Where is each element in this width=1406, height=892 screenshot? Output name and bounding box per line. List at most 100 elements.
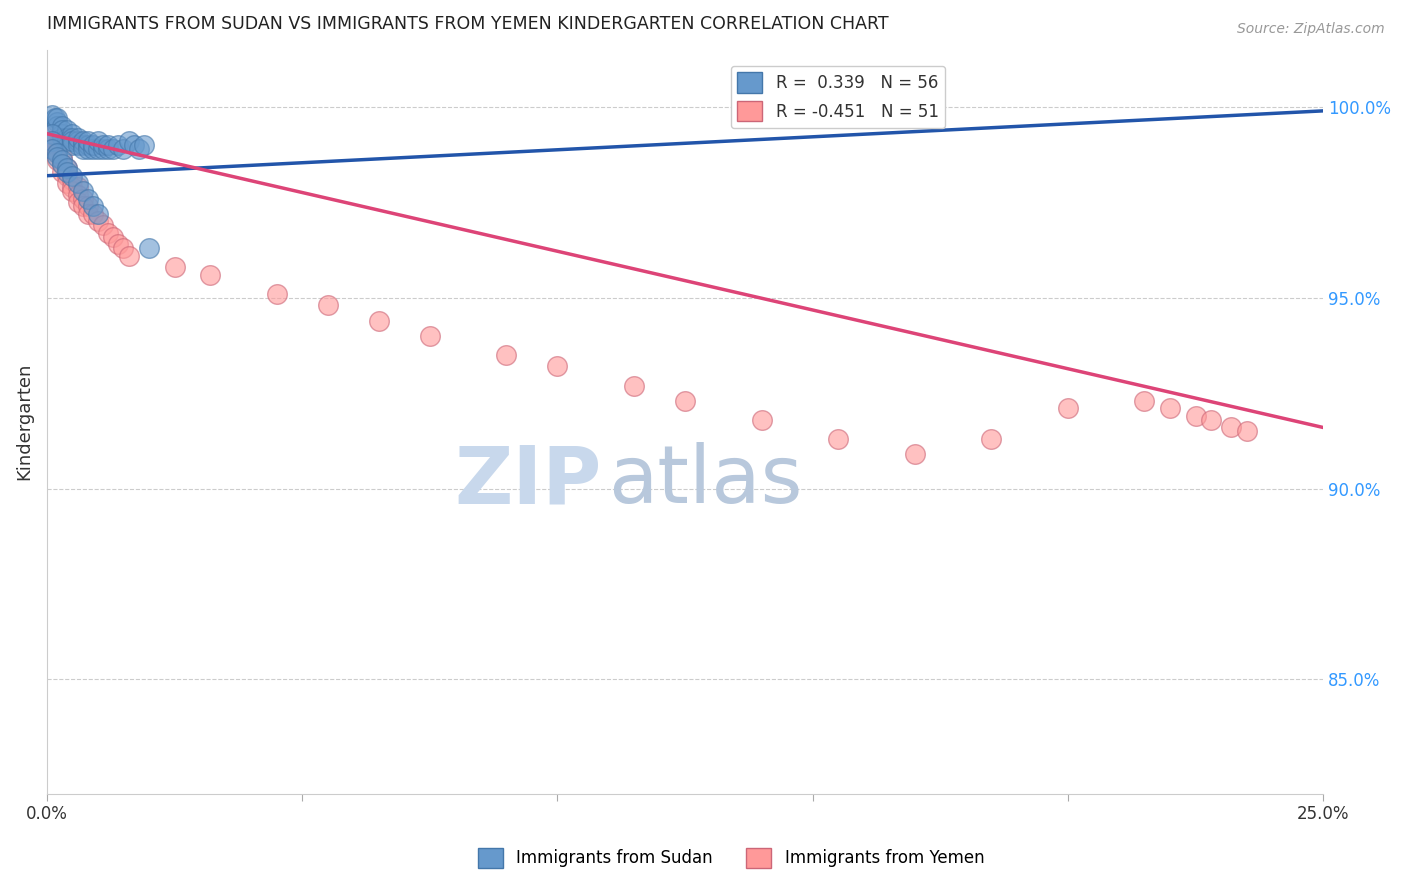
Point — [46, 119, 69, 133]
Point — [76, 138, 98, 153]
Point — [904, 447, 927, 461]
Point — [87, 207, 110, 221]
Point — [66, 135, 89, 149]
Point — [107, 138, 129, 153]
Point — [51, 157, 73, 171]
Point — [62, 180, 84, 194]
Point — [46, 145, 69, 160]
Point — [1220, 420, 1243, 434]
Point — [82, 142, 104, 156]
Point — [1159, 401, 1181, 416]
Point — [419, 329, 441, 343]
Point — [1184, 409, 1206, 423]
Point — [62, 184, 84, 198]
Point — [56, 130, 79, 145]
Point — [163, 260, 186, 275]
Point — [76, 199, 98, 213]
Y-axis label: Kindergarten: Kindergarten — [15, 363, 32, 481]
Point — [51, 127, 73, 141]
Point — [117, 249, 139, 263]
Point — [62, 127, 84, 141]
Point — [76, 207, 98, 221]
Point — [66, 187, 89, 202]
Point — [103, 229, 125, 244]
Point — [200, 268, 222, 282]
Point — [62, 172, 84, 186]
Point — [87, 214, 110, 228]
Point — [1199, 413, 1222, 427]
Point — [62, 130, 84, 145]
Point — [72, 135, 94, 149]
Point — [51, 119, 73, 133]
Point — [46, 138, 69, 153]
Point — [128, 142, 150, 156]
Point — [41, 127, 63, 141]
Point — [673, 393, 696, 408]
Text: atlas: atlas — [609, 442, 803, 520]
Point — [76, 135, 98, 149]
Point — [72, 142, 94, 156]
Legend: R =  0.339   N = 56, R = -0.451   N = 51: R = 0.339 N = 56, R = -0.451 N = 51 — [731, 66, 945, 128]
Point — [138, 241, 160, 255]
Point — [316, 298, 339, 312]
Point — [117, 135, 139, 149]
Point — [41, 142, 63, 156]
Point — [97, 226, 120, 240]
Point — [66, 177, 89, 191]
Point — [72, 199, 94, 213]
Point — [827, 432, 849, 446]
Point — [623, 378, 645, 392]
Point — [66, 138, 89, 153]
Point — [112, 142, 135, 156]
Text: IMMIGRANTS FROM SUDAN VS IMMIGRANTS FROM YEMEN KINDERGARTEN CORRELATION CHART: IMMIGRANTS FROM SUDAN VS IMMIGRANTS FROM… — [46, 15, 889, 33]
Point — [87, 142, 110, 156]
Point — [66, 195, 89, 210]
Point — [62, 135, 84, 149]
Point — [56, 165, 79, 179]
Point — [41, 127, 63, 141]
Point — [56, 161, 79, 175]
Point — [132, 138, 155, 153]
Point — [41, 108, 63, 122]
Point — [56, 169, 79, 183]
Point — [41, 135, 63, 149]
Point — [56, 161, 79, 175]
Point — [76, 192, 98, 206]
Point — [82, 199, 104, 213]
Point — [72, 192, 94, 206]
Point — [495, 348, 517, 362]
Point — [56, 135, 79, 149]
Point — [56, 123, 79, 137]
Point — [51, 153, 73, 168]
Point — [112, 241, 135, 255]
Point — [107, 237, 129, 252]
Point — [62, 169, 84, 183]
Point — [91, 219, 114, 233]
Point — [266, 287, 288, 301]
Point — [82, 138, 104, 153]
Point — [91, 138, 114, 153]
Point — [41, 142, 63, 156]
Point — [1133, 393, 1156, 408]
Point — [44, 112, 66, 126]
Point — [546, 359, 568, 374]
Point — [97, 138, 120, 153]
Point — [91, 142, 114, 156]
Point — [66, 180, 89, 194]
Point — [82, 207, 104, 221]
Point — [51, 130, 73, 145]
Point — [51, 165, 73, 179]
Point — [41, 135, 63, 149]
Legend: Immigrants from Sudan, Immigrants from Yemen: Immigrants from Sudan, Immigrants from Y… — [471, 841, 991, 875]
Text: ZIP: ZIP — [454, 442, 602, 520]
Point — [97, 142, 120, 156]
Point — [103, 142, 125, 156]
Point — [62, 138, 84, 153]
Point — [51, 150, 73, 164]
Point — [122, 138, 145, 153]
Point — [51, 123, 73, 137]
Point — [51, 157, 73, 171]
Point — [367, 313, 389, 327]
Point — [46, 150, 69, 164]
Point — [46, 112, 69, 126]
